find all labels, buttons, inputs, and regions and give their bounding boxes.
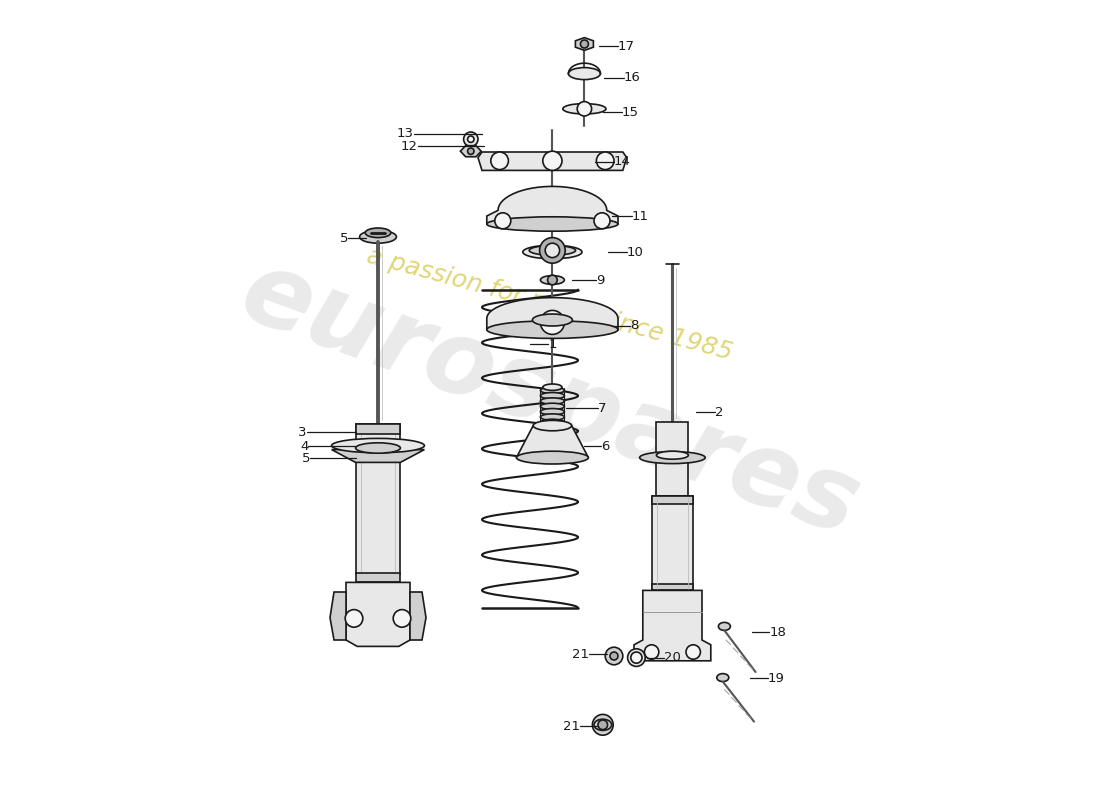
Circle shape [578,102,592,116]
Circle shape [540,238,565,263]
Text: 21: 21 [572,648,590,661]
Ellipse shape [628,649,646,666]
Polygon shape [461,146,481,157]
Text: 14: 14 [614,155,631,168]
Polygon shape [487,298,618,330]
Ellipse shape [718,622,730,630]
Ellipse shape [355,443,400,453]
Text: a passion for parts since 1985: a passion for parts since 1985 [364,243,736,365]
Circle shape [593,714,613,735]
Circle shape [393,610,410,627]
Circle shape [345,610,363,627]
Ellipse shape [540,398,564,404]
Polygon shape [410,592,426,640]
Ellipse shape [657,451,689,459]
Ellipse shape [540,414,564,420]
Polygon shape [330,592,346,640]
Polygon shape [346,582,410,646]
Text: 19: 19 [768,672,784,685]
Ellipse shape [639,451,705,463]
Text: 10: 10 [627,246,644,258]
Circle shape [468,136,474,142]
Circle shape [610,652,618,660]
Text: 16: 16 [624,71,640,84]
Ellipse shape [540,275,564,284]
Circle shape [468,148,474,154]
Text: 21: 21 [562,720,580,733]
Circle shape [594,213,610,229]
Circle shape [491,152,508,170]
Text: 15: 15 [621,106,639,118]
Text: eurospares: eurospares [228,242,872,558]
Polygon shape [575,38,593,50]
Circle shape [546,243,560,258]
Text: 4: 4 [300,440,308,453]
Circle shape [540,310,564,334]
Ellipse shape [365,228,390,238]
Text: 13: 13 [397,127,414,140]
Ellipse shape [516,451,588,464]
Bar [355,573,400,582]
Text: 9: 9 [596,274,605,286]
Text: 6: 6 [602,440,609,453]
Circle shape [645,645,659,659]
Ellipse shape [331,438,425,453]
Ellipse shape [487,321,618,338]
Polygon shape [487,186,618,224]
Ellipse shape [540,419,564,426]
Ellipse shape [717,674,729,682]
Ellipse shape [540,393,564,399]
Ellipse shape [522,245,582,258]
Circle shape [596,152,614,170]
Polygon shape [634,590,711,661]
Text: 12: 12 [402,140,418,153]
Ellipse shape [542,421,562,427]
Ellipse shape [542,384,562,390]
Ellipse shape [487,217,618,231]
Circle shape [581,40,589,48]
Text: 2: 2 [715,406,724,418]
Circle shape [542,151,562,170]
Text: 1: 1 [549,338,557,350]
Text: 17: 17 [618,40,635,53]
Text: 11: 11 [631,210,649,222]
Polygon shape [478,152,627,170]
Ellipse shape [360,230,396,243]
Text: 8: 8 [630,319,638,332]
Circle shape [605,647,623,665]
Circle shape [686,645,701,659]
Circle shape [548,275,558,285]
Ellipse shape [540,387,564,394]
Text: 20: 20 [664,651,681,664]
Bar [651,496,693,504]
Circle shape [630,652,642,663]
Ellipse shape [563,103,606,114]
Circle shape [598,720,607,730]
Polygon shape [331,450,425,462]
Bar [651,584,693,590]
Circle shape [463,132,478,146]
Ellipse shape [529,246,575,255]
Ellipse shape [540,409,564,415]
Bar [657,422,689,496]
Text: 7: 7 [598,402,606,414]
Bar [355,424,400,434]
Circle shape [495,213,510,229]
Ellipse shape [569,68,601,80]
Ellipse shape [532,314,572,326]
Text: 3: 3 [298,426,307,438]
Text: 5: 5 [340,232,349,245]
Ellipse shape [534,421,572,430]
Ellipse shape [540,403,564,410]
Text: 18: 18 [769,626,786,638]
Bar [355,424,400,574]
Bar [651,496,693,590]
Text: 5: 5 [301,452,310,465]
Polygon shape [516,426,588,458]
